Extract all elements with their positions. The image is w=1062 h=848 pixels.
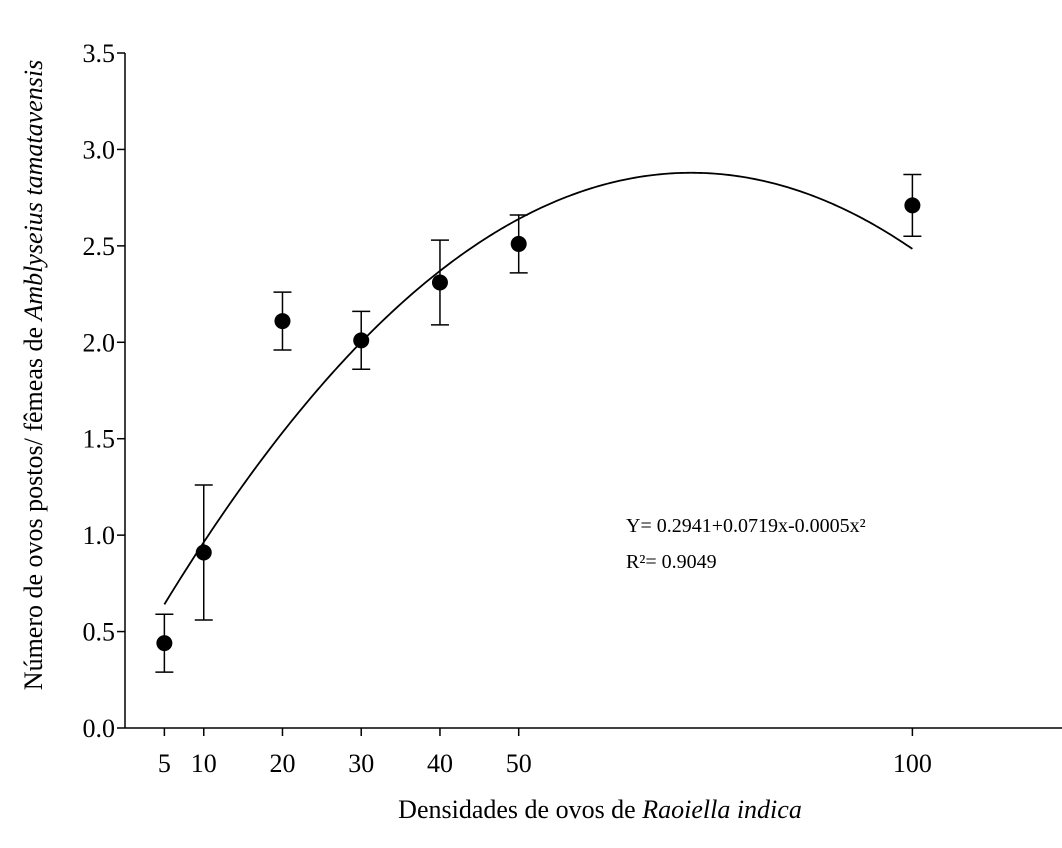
r-squared-label: R²= 0.9049 [626,551,717,573]
y-tick-label: 1.5 [83,425,116,454]
regression-equation: Y= 0.2941+0.0719x-0.0005x² [626,515,866,537]
data-point [431,274,448,291]
x-tick-label: 50 [506,749,532,778]
y-tick-label: 2.5 [83,232,116,261]
data-point-group [509,214,528,274]
x-tick-label: 30 [348,749,374,778]
y-tick-label: 1.0 [83,521,116,550]
regression-curve [163,171,913,605]
data-point-group [155,613,174,673]
x-axis: 5 10 20 30 40 50 100 [125,727,1062,778]
data-point [510,235,527,252]
y-axis: 0.0 0.5 1.0 1.5 2.0 2.5 3.0 3.5 [83,39,126,743]
regression-curve-layer [163,171,913,605]
y-tick-label: 2.0 [83,328,116,357]
data-point-group [194,484,213,621]
x-tick-label: 5 [158,749,171,778]
y-tick-label: 0.0 [83,714,116,743]
x-tick-label: 100 [893,749,932,778]
data-point [156,635,173,652]
x-tick-label: 40 [427,749,453,778]
x-axis-title: Densidades de ovos de Raoiella indica [398,795,802,824]
data-point [904,197,921,214]
y-tick-label: 3.5 [83,39,116,68]
data-point [195,544,212,561]
data-point-group [352,310,371,371]
x-tick-label: 10 [191,749,217,778]
data-point-group [903,173,922,237]
data-point [353,332,370,349]
y-tick-label: 3.0 [83,135,116,164]
y-axis-title: Número de ovos postos/ fêmeas de Amblyse… [19,60,48,690]
data-point-group [430,239,449,326]
x-tick-label: 20 [269,749,295,778]
y-tick-label: 0.5 [83,618,116,647]
data-points-layer [155,173,922,673]
data-point-group [273,291,292,351]
data-point [274,313,291,330]
